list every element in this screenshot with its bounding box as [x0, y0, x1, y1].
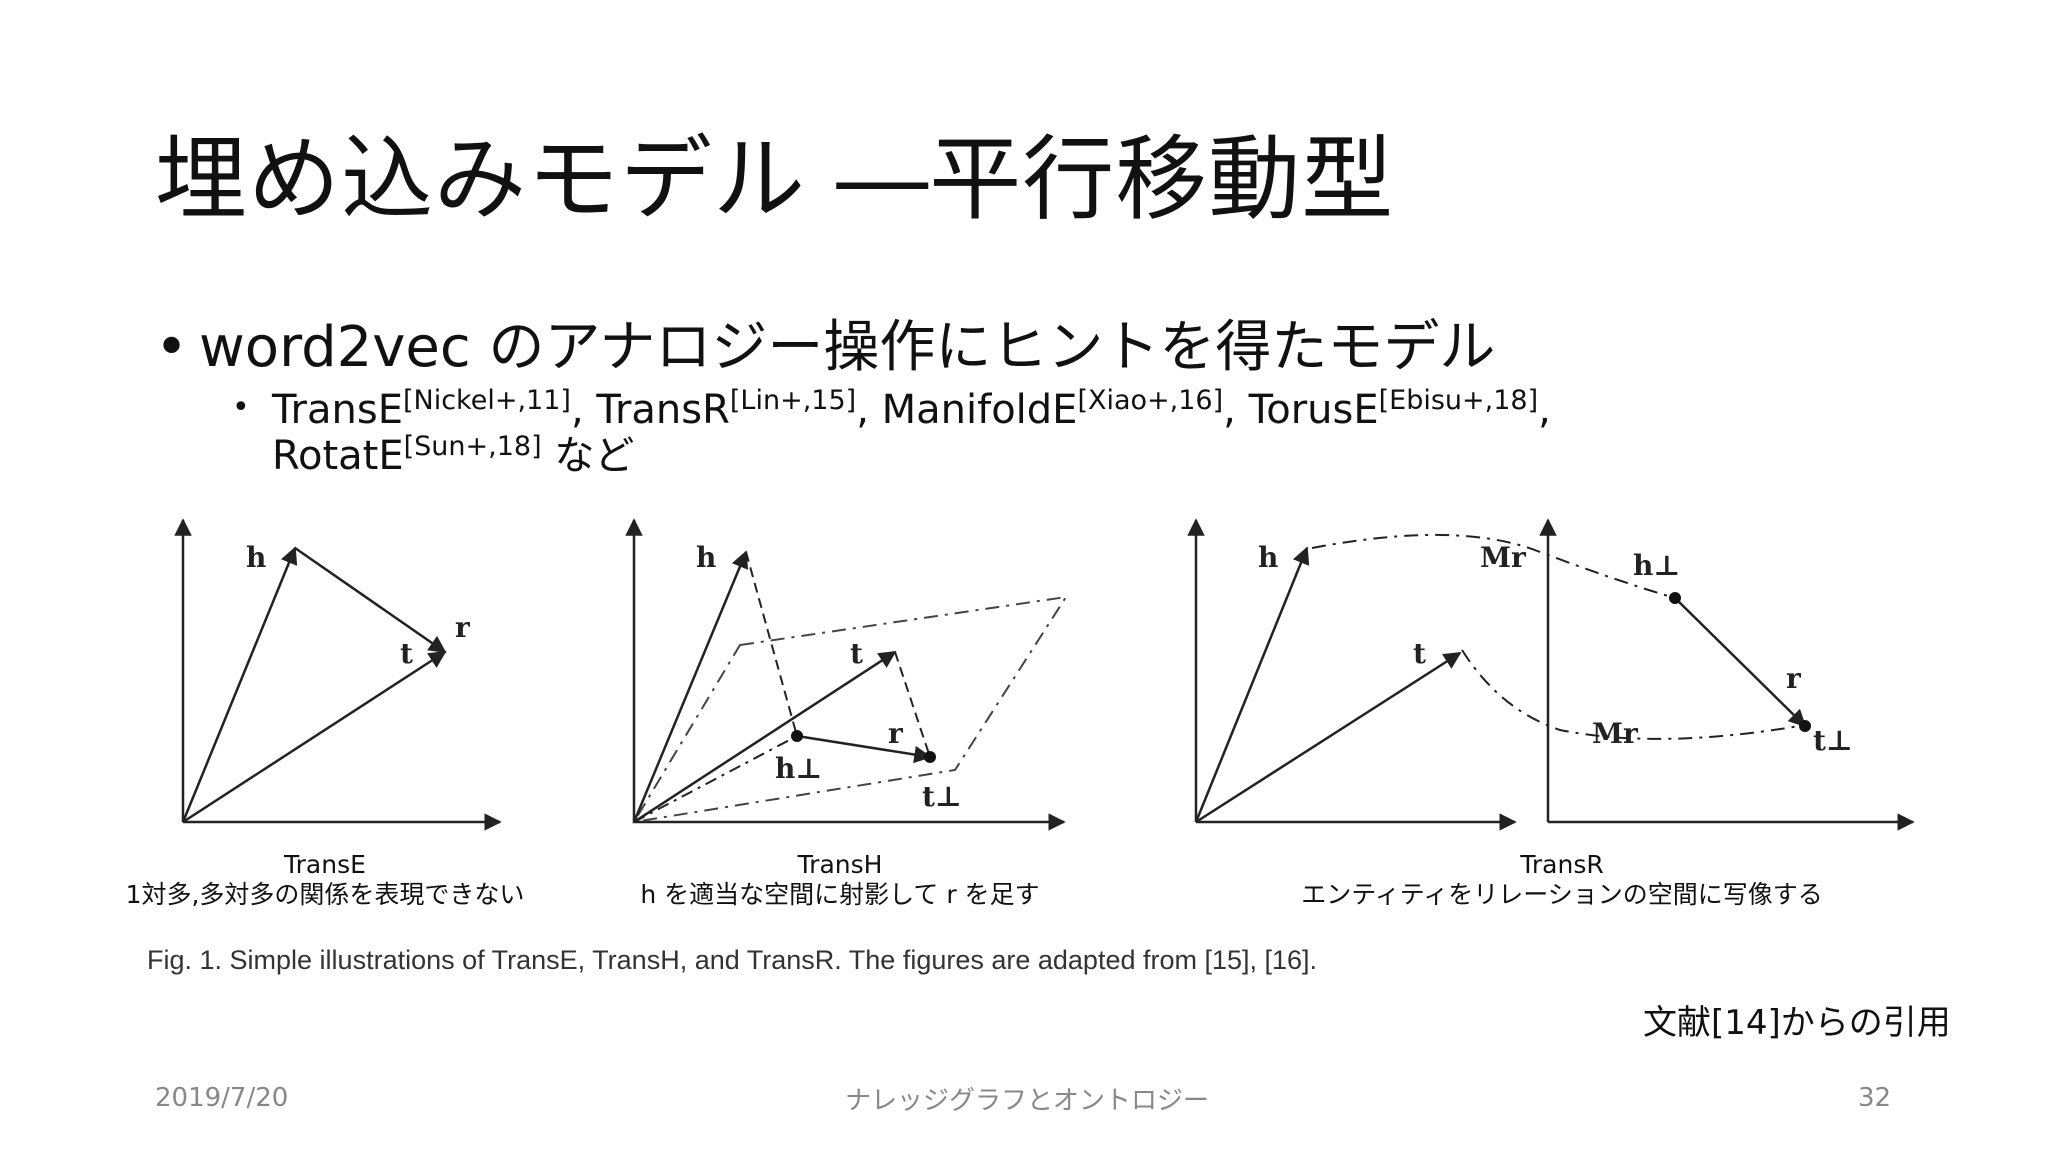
hyperplane	[632, 595, 1069, 824]
separator: など	[541, 433, 635, 479]
model-manifolde: ManifoldE	[881, 387, 1078, 433]
bullet-dot: •	[155, 315, 189, 380]
label-h: h	[1258, 541, 1278, 574]
bullet1-text: word2vec のアナロジー操作にヒントを得たモデル	[199, 315, 1496, 380]
model-transe: TransE	[272, 387, 403, 433]
t-proj-line	[894, 651, 931, 758]
citation: 文献[14]からの引用	[1643, 1003, 1951, 1043]
footer-title: ナレッジグラフとオントロジー	[845, 1086, 1210, 1116]
caption-desc: h を適当な空間に射影して r を足す	[640, 880, 1040, 909]
transr-diagram: h t Mr Mr h⊥ r t⊥	[1187, 518, 1915, 831]
caption-title: TransH	[797, 850, 883, 879]
separator: ,	[1538, 387, 1551, 433]
label-h-perp: h⊥	[1633, 549, 1680, 582]
h-vector	[632, 550, 749, 823]
caption-title: TransR	[1520, 850, 1604, 879]
h-vector	[1194, 546, 1310, 823]
model-toruse: TorusE	[1248, 387, 1379, 433]
t-vector	[633, 650, 897, 824]
label-r: r	[455, 611, 471, 644]
model-rotate: RotatE	[272, 433, 404, 479]
t-perp-point	[1799, 720, 1811, 732]
label-h-perp: h⊥	[775, 752, 822, 785]
mapping-h	[1311, 533, 1676, 599]
h-dashdot	[633, 735, 798, 823]
bullet2-line2: RotatE[Sun+,18] など	[232, 433, 1551, 479]
caption-title: TransE	[284, 850, 366, 879]
ref-toruse: [Ebisu+,18]	[1378, 385, 1539, 416]
caption-transr: TransR エンティティをリレーションの空間に写像する	[1301, 850, 1823, 910]
bullet-level1: • word2vec のアナロジー操作にヒントを得たモデル	[155, 302, 1495, 383]
separator: ,	[1223, 387, 1249, 433]
label-r: r	[888, 717, 904, 750]
model-transr: TransR	[596, 387, 730, 433]
ref-transr: [Lin+,15]	[729, 385, 857, 416]
separator: ,	[856, 387, 882, 433]
label-mr-bottom: Mr	[1592, 717, 1639, 750]
bullet2-line1: • TransE[Nickel+,11], TransR[Lin+,15], Ma…	[232, 385, 1551, 433]
t-vector	[182, 650, 447, 824]
transe-diagram: h t r	[174, 518, 502, 831]
figure-caption: Fig. 1. Simple illustrations of TransE, …	[147, 945, 1318, 975]
label-r: r	[1786, 662, 1802, 695]
label-h: h	[696, 541, 716, 574]
h-vector	[181, 546, 298, 823]
h-perp-point	[791, 730, 803, 742]
caption-desc: エンティティをリレーションの空間に写像する	[1301, 880, 1823, 909]
ref-manifolde: [Xiao+,16]	[1077, 385, 1224, 416]
transh-diagram: h t r h⊥ t⊥	[625, 518, 1069, 831]
embedding-figure: h t r h t r h⊥ t⊥	[174, 518, 1915, 831]
r-vector	[1674, 597, 1807, 728]
label-t-perp: t⊥	[1813, 724, 1853, 757]
bullet-level2: • TransE[Nickel+,11], TransR[Lin+,15], Ma…	[232, 385, 1551, 479]
r-vector	[796, 734, 932, 764]
t-perp-point	[924, 751, 936, 763]
t-vector	[1195, 651, 1462, 824]
label-t-perp: t⊥	[922, 780, 962, 813]
label-mr-top: Mr	[1480, 541, 1527, 574]
label-t: t	[400, 637, 413, 670]
label-t: t	[850, 637, 863, 670]
caption-transh: TransH h を適当な空間に射影して r を足す	[640, 850, 1039, 910]
h-perp-point	[1669, 592, 1681, 604]
caption-transe: TransE 1対多,多対多の関係を表現できない	[126, 850, 525, 910]
r-vector	[294, 546, 447, 654]
slide-title: 埋め込みモデル ―平行移動型	[155, 126, 1395, 233]
footer-page-number: 32	[1858, 1083, 1892, 1113]
bullet-dot: •	[232, 390, 250, 425]
label-t: t	[1413, 637, 1426, 670]
footer-date: 2019/7/20	[155, 1083, 289, 1113]
label-h: h	[246, 541, 266, 574]
ref-transe: [Nickel+,11]	[402, 385, 571, 416]
caption-desc: 1対多,多対多の関係を表現できない	[125, 880, 525, 909]
separator: ,	[570, 387, 597, 433]
ref-rotate: [Sun+,18]	[403, 431, 542, 462]
